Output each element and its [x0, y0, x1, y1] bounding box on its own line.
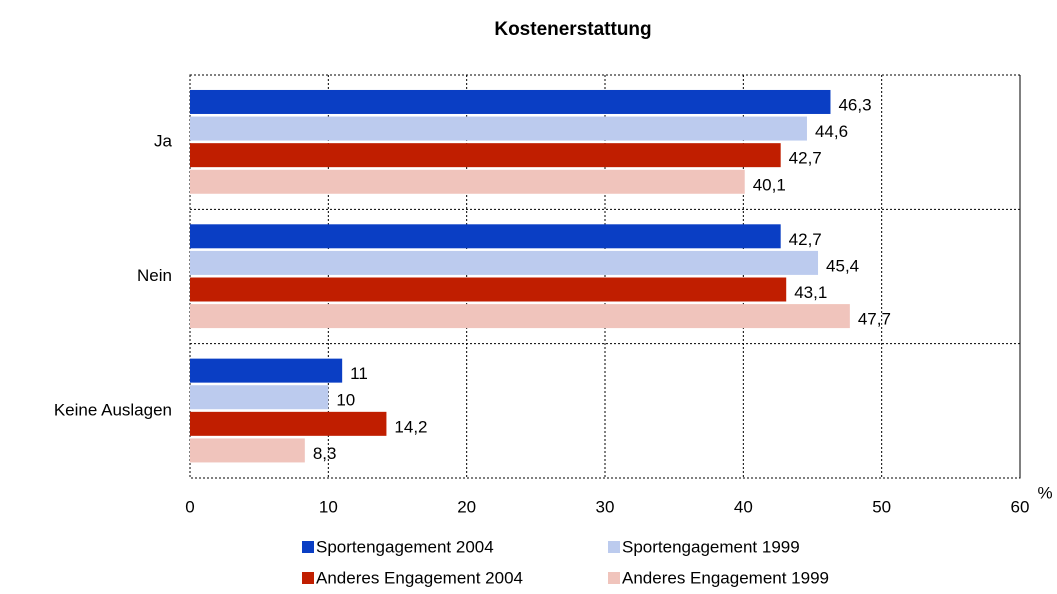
legend-label: Sportengagement 2004	[316, 537, 494, 556]
x-axis-label: %	[1037, 483, 1052, 502]
y-tick-label: Nein	[137, 266, 172, 285]
legend-swatch	[608, 541, 620, 553]
legend-swatch	[302, 541, 314, 553]
bar	[190, 411, 387, 436]
value-label: 10	[336, 391, 355, 410]
y-tick-label: Keine Auslagen	[54, 400, 172, 419]
legend-label: Sportengagement 1999	[622, 537, 800, 556]
x-tick-label: 50	[872, 497, 891, 516]
value-label: 42,7	[789, 149, 822, 168]
bar	[190, 169, 745, 194]
bar	[190, 224, 781, 249]
legend-label: Anderes Engagement 2004	[316, 568, 523, 587]
value-label: 40,1	[753, 175, 786, 194]
value-label: 42,7	[789, 230, 822, 249]
bar	[190, 143, 781, 168]
legend-label: Anderes Engagement 1999	[622, 568, 829, 587]
bar	[190, 116, 807, 141]
value-label: 44,6	[815, 122, 848, 141]
legend-swatch	[302, 572, 314, 584]
bar	[190, 277, 787, 302]
bar	[190, 358, 343, 383]
chart-title: Kostenerstattung	[494, 19, 651, 40]
bar	[190, 385, 329, 410]
value-label: 43,1	[794, 283, 827, 302]
value-label: 45,4	[826, 256, 859, 275]
bar	[190, 438, 305, 463]
x-tick-label: 20	[457, 497, 476, 516]
x-tick-label: 60	[1011, 497, 1030, 516]
value-label: 14,2	[394, 417, 427, 436]
plot-frame	[189, 74, 1021, 479]
x-tick-label: 40	[734, 497, 753, 516]
value-label: 46,3	[838, 95, 871, 114]
value-label: 47,7	[858, 310, 891, 329]
legend-swatch	[608, 572, 620, 584]
value-label: 8,3	[313, 444, 337, 463]
x-tick-label: 0	[185, 497, 194, 516]
bar	[190, 250, 819, 275]
x-tick-label: 10	[319, 497, 338, 516]
bar	[190, 89, 831, 114]
y-tick-label: Ja	[154, 132, 173, 151]
value-label: 11	[350, 364, 368, 383]
bar	[190, 304, 850, 329]
x-tick-label: 30	[596, 497, 615, 516]
